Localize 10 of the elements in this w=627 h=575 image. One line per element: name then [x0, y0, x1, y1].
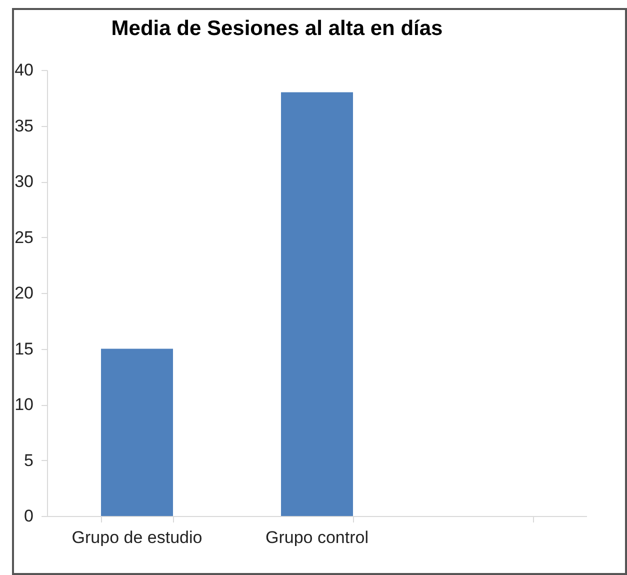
- y-tick-label: 10: [14, 395, 34, 414]
- y-tick-label: 30: [14, 172, 34, 191]
- y-tick-label: 40: [14, 60, 34, 80]
- chart-title: Media de Sesiones al alta en días: [111, 17, 443, 40]
- y-tick-label: 5: [24, 450, 34, 470]
- y-tick-label: 25: [14, 228, 34, 247]
- y-tick-label: 35: [14, 116, 34, 136]
- y-tick-label: 15: [14, 339, 34, 358]
- y-tick-label: 20: [14, 284, 34, 302]
- y-tick-label: 0: [24, 506, 34, 526]
